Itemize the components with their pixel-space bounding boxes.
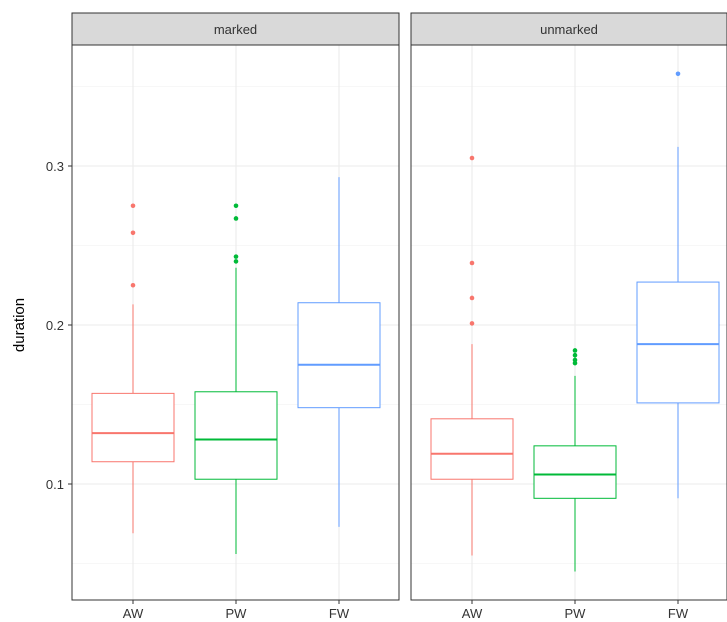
outlier-point-PW	[572, 352, 578, 358]
x-tick-label-FW: FW	[668, 606, 689, 621]
box-FW	[636, 281, 720, 404]
facet-strip-unmarked	[410, 12, 727, 46]
outlier-point-AW	[130, 230, 136, 236]
facet-label-marked: marked	[214, 22, 257, 37]
y-tick-label: 0.3	[46, 159, 64, 174]
outlier-point-AW	[130, 282, 136, 288]
outlier-point-PW	[572, 348, 578, 353]
box-AW	[91, 392, 175, 463]
facet-strip-marked	[71, 12, 400, 46]
outlier-point-PW	[233, 203, 239, 209]
outlier-point-PW	[572, 360, 578, 366]
outlier-point-AW	[469, 295, 475, 301]
x-tick-label-PW: PW	[565, 606, 587, 621]
box-AW	[430, 418, 514, 480]
outlier-point-PW	[233, 259, 239, 264]
outlier-point-PW	[233, 254, 239, 259]
outlier-point-PW	[572, 357, 578, 363]
outlier-point-AW	[469, 155, 475, 161]
facet-label-unmarked: unmarked	[540, 22, 598, 37]
panel-border	[410, 44, 727, 601]
x-tick-label-PW: PW	[226, 606, 248, 621]
x-tick-label-FW: FW	[329, 606, 350, 621]
outlier-point-PW	[233, 216, 239, 221]
y-tick-label: 0.2	[46, 318, 64, 333]
y-tick-label: 0.1	[46, 477, 64, 492]
x-tick-label-AW: AW	[462, 606, 483, 621]
outlier-point-AW	[469, 260, 475, 266]
box-FW	[297, 302, 381, 409]
box-PW	[194, 391, 278, 480]
outlier-point-AW	[130, 203, 136, 209]
box-PW	[533, 445, 617, 499]
outlier-point-FW	[675, 71, 681, 77]
outlier-point-AW	[469, 321, 475, 326]
x-tick-label-AW: AW	[123, 606, 144, 621]
y-axis-title: duration	[11, 298, 28, 352]
